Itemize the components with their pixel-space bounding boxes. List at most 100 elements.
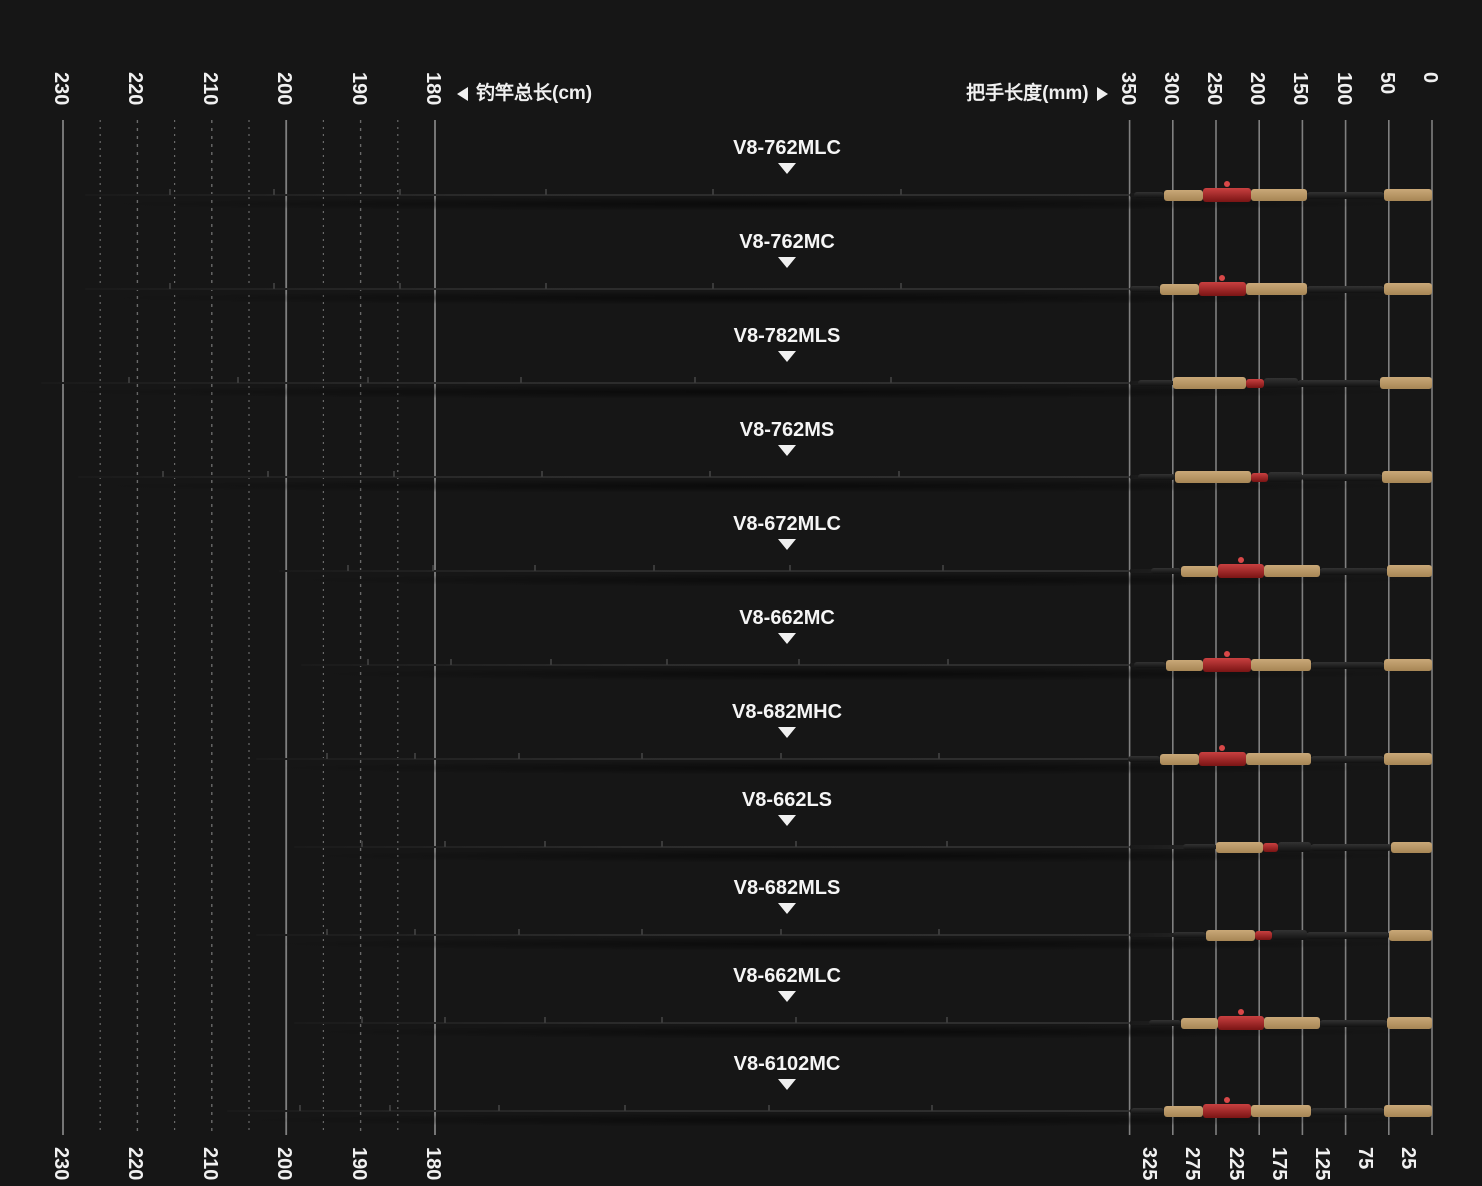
- handle-blk: [1320, 568, 1387, 575]
- handle-blk: [1138, 380, 1173, 386]
- handle-blk: [1307, 932, 1389, 939]
- handle-reel: [1263, 843, 1279, 852]
- handle-blk: [1134, 662, 1166, 668]
- left-tick-top: 220: [123, 72, 146, 105]
- handle-blk: [1307, 192, 1385, 199]
- right-tick-top: 300: [1159, 72, 1182, 105]
- handle-cork: [1387, 565, 1432, 577]
- handle-blk: [1311, 756, 1384, 763]
- left-tick-bottom: 200: [272, 1147, 295, 1180]
- handle-blk: [1311, 662, 1384, 669]
- handle-cork: [1251, 189, 1307, 201]
- right-tick-top: 100: [1332, 72, 1355, 105]
- right-tick-top: 150: [1288, 72, 1311, 105]
- right-tick-bottom: 125: [1310, 1147, 1333, 1180]
- rod-label: V8-762MS: [740, 419, 835, 442]
- handle-cork: [1264, 1017, 1320, 1029]
- handle-blk: [1131, 1108, 1164, 1114]
- handle-reel: [1218, 564, 1264, 578]
- left-tick-top: 190: [347, 72, 370, 105]
- handle-reel: [1218, 1016, 1264, 1030]
- right-tick-bottom: 325: [1137, 1147, 1160, 1180]
- handle-cork: [1166, 660, 1203, 671]
- handle-cork: [1160, 754, 1199, 765]
- rod-marker-icon: [778, 539, 796, 550]
- handle-cork: [1246, 283, 1306, 295]
- rod-label: V8-672MLC: [733, 513, 841, 536]
- handle-blk: [1302, 474, 1381, 481]
- right-tick-top: 200: [1245, 72, 1268, 105]
- handle-cork: [1251, 1105, 1311, 1117]
- rod-marker-icon: [778, 351, 796, 362]
- handle-cork: [1384, 189, 1432, 201]
- handle-cork: [1173, 377, 1246, 389]
- handle-blk: [1311, 1108, 1384, 1115]
- handle-blk: [1272, 930, 1307, 940]
- handle-cork: [1216, 842, 1263, 853]
- handle-blk: [1151, 568, 1181, 574]
- handle-reel: [1203, 188, 1251, 202]
- rod-marker-icon: [778, 991, 796, 1002]
- rod-marker-icon: [778, 633, 796, 644]
- left-tick-bottom: 220: [123, 1147, 146, 1180]
- handle-cork: [1384, 659, 1432, 671]
- right-tick-bottom: 175: [1267, 1147, 1290, 1180]
- handle-cork: [1387, 1017, 1432, 1029]
- right-axis-label: 把手长度(mm): [966, 78, 1107, 105]
- rod-marker-icon: [778, 903, 796, 914]
- left-tick-top: 180: [421, 72, 444, 105]
- handle-reel: [1255, 931, 1272, 940]
- rod-marker-icon: [778, 815, 796, 826]
- right-tick-bottom: 275: [1180, 1147, 1203, 1180]
- rod-label: V8-662MC: [739, 607, 835, 630]
- handle-cork: [1264, 565, 1320, 577]
- handle-reel: [1199, 282, 1247, 296]
- handle-blk: [1138, 474, 1174, 480]
- rod-label: V8-782MLS: [734, 325, 841, 348]
- handle-cork: [1181, 566, 1217, 577]
- handle-blk: [1298, 380, 1380, 387]
- handle-reel: [1246, 379, 1263, 388]
- handle-blk: [1130, 286, 1160, 292]
- handle-blk: [1173, 932, 1206, 938]
- handle-cork: [1181, 1018, 1217, 1029]
- handle-cork: [1251, 659, 1311, 671]
- handle-blk: [1268, 472, 1303, 482]
- rod-label: V8-662LS: [742, 789, 832, 812]
- handle-cork: [1382, 471, 1432, 483]
- handle-blk: [1128, 756, 1160, 762]
- rod-label: V8-682MHC: [732, 701, 842, 724]
- handle-cork: [1164, 190, 1203, 201]
- handle-cork: [1160, 284, 1199, 295]
- rod-label: V8-662MLC: [733, 965, 841, 988]
- handle-blk: [1134, 192, 1164, 198]
- handle-cork: [1389, 930, 1432, 941]
- handle-reel: [1203, 1104, 1251, 1118]
- right-tick-bottom: 25: [1396, 1147, 1419, 1169]
- left-tick-top: 230: [49, 72, 72, 105]
- handle-cork: [1380, 377, 1432, 389]
- rod-marker-icon: [778, 1079, 796, 1090]
- left-tick-bottom: 230: [49, 1147, 72, 1180]
- rod-label: V8-6102MC: [734, 1053, 841, 1076]
- left-tick-bottom: 210: [198, 1147, 221, 1180]
- right-tick-top: 350: [1116, 72, 1139, 105]
- handle-cork: [1175, 471, 1251, 483]
- right-tick-bottom: 75: [1353, 1147, 1376, 1169]
- handle-cork: [1384, 1105, 1432, 1117]
- right-tick-top: 0: [1418, 72, 1441, 83]
- handle-cork: [1384, 753, 1432, 765]
- left-tick-bottom: 190: [347, 1147, 370, 1180]
- rod-label: V8-762MLC: [733, 137, 841, 160]
- rod-comparison-chart: 钓竿总长(cm) 把手长度(mm) 230 220 210 200 190 180 230 220…: [0, 0, 1482, 1186]
- handle-blk: [1307, 286, 1385, 293]
- rod-label: V8-682MLS: [734, 877, 841, 900]
- handle-cork: [1384, 283, 1432, 295]
- handle-cork: [1206, 930, 1255, 941]
- rod-marker-icon: [778, 445, 796, 456]
- left-axis-label: 钓竿总长(cm): [457, 78, 592, 105]
- right-tick-top: 250: [1202, 72, 1225, 105]
- handle-blk: [1320, 1020, 1387, 1027]
- handle-blk: [1264, 378, 1299, 388]
- handle-cork: [1391, 842, 1432, 853]
